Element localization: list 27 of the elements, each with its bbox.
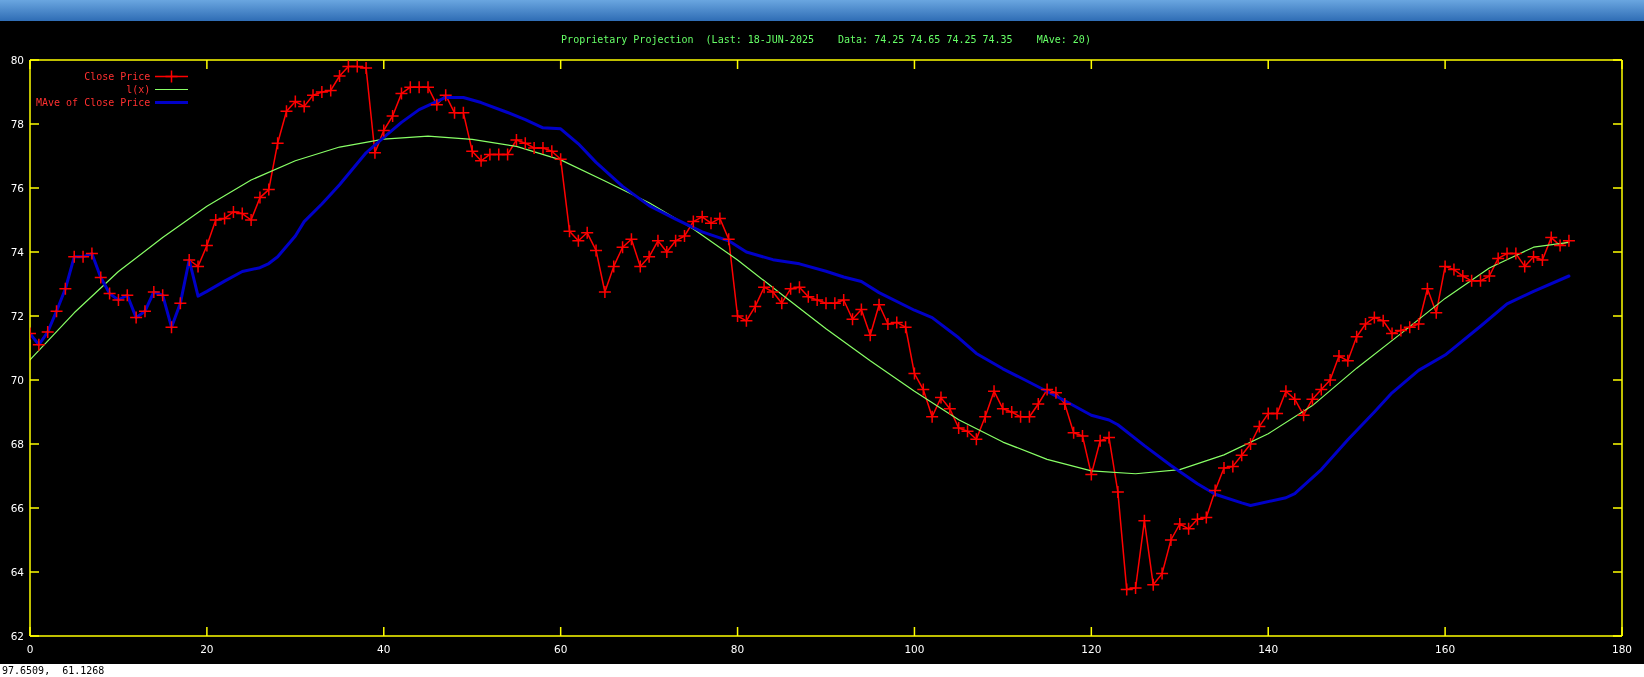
line-series [30, 135, 1570, 475]
x-tick-label: 60 [553, 643, 568, 655]
line-series [30, 95, 1571, 507]
chart-title: Proprietary Projection (Last: 18-JUN-2025 Data: 74.25 74.65 74.25 74.35 MAve: 20) [560, 33, 1092, 46]
status-bar: 97.6509, 61.1268 [0, 664, 1644, 677]
y-tick-label: 74 [10, 246, 25, 258]
legend-label: MAve of Close Price [36, 96, 151, 109]
x-tick-label: 0 [26, 643, 34, 655]
y-tick-label: 72 [10, 310, 24, 322]
x-tick-label: 80 [730, 643, 745, 655]
x-tick-label: 140 [1258, 643, 1279, 655]
x-tick-label: 20 [200, 643, 214, 655]
x-tick-label: 120 [1081, 643, 1102, 655]
x-tick-label: 40 [377, 643, 391, 655]
y-tick-label: 68 [10, 438, 24, 450]
y-tick-label: 64 [10, 566, 25, 578]
legend-label: l(x) [125, 83, 151, 96]
legend-label: Close Price [83, 70, 151, 83]
y-tick-label: 76 [10, 182, 25, 194]
y-tick-label: 62 [10, 630, 24, 642]
x-tick-label: 160 [1435, 643, 1456, 655]
y-tick-label: 78 [10, 118, 24, 130]
x-tick-label: 180 [1611, 643, 1633, 655]
y-tick-label: 80 [10, 54, 24, 66]
x-tick-label: 100 [904, 643, 925, 655]
y-tick-label: 66 [10, 502, 25, 514]
y-tick-label: 70 [10, 374, 24, 386]
